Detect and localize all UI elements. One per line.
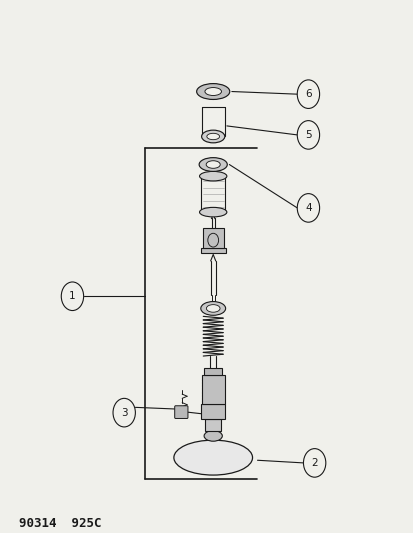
Circle shape [113, 398, 135, 427]
Text: 90314  925C: 90314 925C [19, 518, 101, 530]
Bar [204, 368, 222, 375]
Bar [202, 228, 223, 248]
Text: 5: 5 [304, 130, 311, 140]
Ellipse shape [206, 133, 219, 140]
Ellipse shape [199, 207, 226, 217]
Ellipse shape [204, 87, 221, 95]
Circle shape [297, 120, 319, 149]
Bar [202, 375, 224, 404]
Ellipse shape [200, 302, 225, 316]
Bar [201, 404, 225, 419]
Circle shape [61, 282, 83, 311]
Circle shape [303, 449, 325, 477]
Text: 6: 6 [304, 89, 311, 99]
Circle shape [297, 193, 319, 222]
Text: 4: 4 [304, 203, 311, 213]
Ellipse shape [173, 440, 252, 475]
FancyBboxPatch shape [174, 406, 188, 418]
Text: 1: 1 [69, 291, 76, 301]
Bar [200, 248, 225, 253]
Ellipse shape [201, 130, 224, 143]
Circle shape [297, 80, 319, 108]
Ellipse shape [196, 84, 229, 100]
Bar [205, 419, 221, 431]
Ellipse shape [206, 305, 220, 312]
Text: 2: 2 [311, 458, 317, 468]
Ellipse shape [204, 431, 222, 441]
Ellipse shape [199, 172, 226, 181]
Ellipse shape [199, 158, 227, 172]
Ellipse shape [206, 161, 220, 168]
Text: 3: 3 [121, 408, 127, 418]
